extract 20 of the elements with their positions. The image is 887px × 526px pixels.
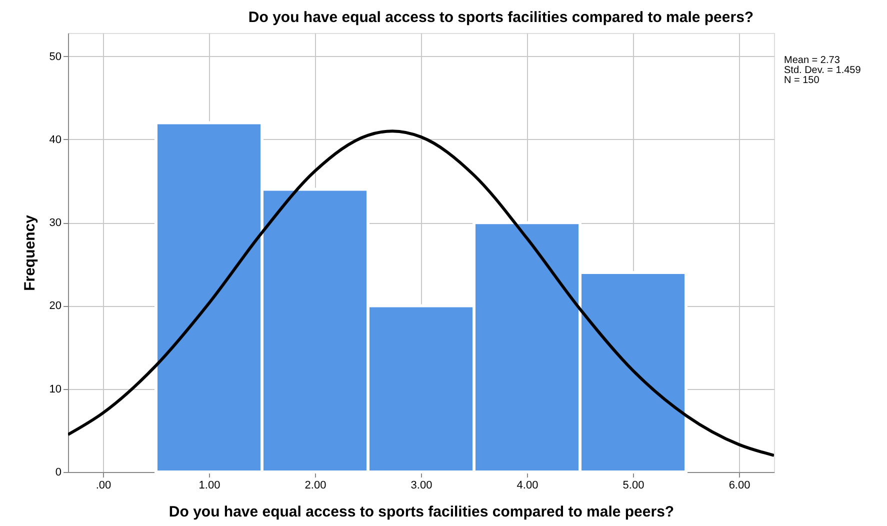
y-tick-label: 10 [49,383,62,396]
y-tick-label: 0 [55,466,62,478]
x-tick-label: 1.00 [198,480,220,492]
y-tick-label: 20 [49,300,62,312]
y-tick-label: 50 [49,50,62,63]
y-tick-label: 30 [49,217,62,230]
x-tick-label: 2.00 [304,480,326,492]
x-tick-label: 5.00 [622,480,644,492]
x-axis-title: Do you have equal access to sports facilities compared to male peers? [168,504,674,520]
line-series [68,130,774,457]
x-tick-label: 6.00 [728,480,750,492]
chart-title: Do you have equal access to sports facilities compared to male peers? [248,9,754,26]
text: Std. Dev. = 1.459 [784,65,862,76]
y-axis-title: Frequency [21,214,38,291]
text: N = 150 [784,75,820,86]
x-tick-label: 3.00 [410,480,432,492]
x-tick-label: 4.00 [516,480,538,492]
y-tick-label: 40 [49,134,62,146]
text: Mean = 2.73 [784,55,840,66]
x-tick-label: .00 [96,480,112,492]
